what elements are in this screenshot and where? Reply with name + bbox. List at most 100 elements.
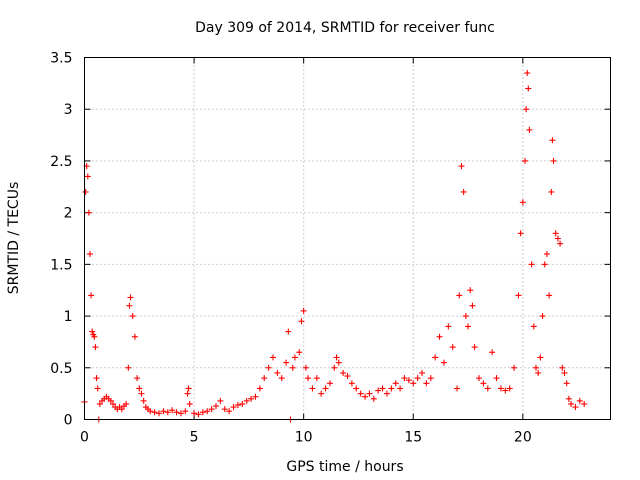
data-point bbox=[226, 408, 233, 415]
data-point bbox=[199, 409, 206, 416]
data-point bbox=[173, 409, 180, 416]
data-point bbox=[169, 407, 176, 414]
data-point bbox=[572, 404, 579, 411]
data-point bbox=[298, 318, 305, 325]
y-tick-label: 0.5 bbox=[50, 361, 72, 377]
data-point bbox=[471, 344, 478, 351]
data-point bbox=[265, 364, 272, 371]
data-point bbox=[230, 404, 237, 411]
data-point bbox=[366, 390, 373, 397]
data-point bbox=[340, 369, 347, 376]
data-point bbox=[348, 380, 355, 387]
data-point bbox=[129, 313, 136, 320]
data-point bbox=[322, 385, 329, 392]
data-point bbox=[191, 410, 198, 417]
data-point bbox=[581, 400, 588, 407]
data-point bbox=[397, 385, 404, 392]
data-point bbox=[84, 173, 91, 180]
data-point bbox=[126, 302, 133, 309]
data-point bbox=[548, 188, 555, 195]
data-point bbox=[274, 369, 281, 376]
data-point bbox=[184, 390, 191, 397]
data-point bbox=[458, 163, 465, 170]
data-point bbox=[493, 375, 500, 382]
data-point bbox=[93, 375, 100, 382]
data-point bbox=[388, 385, 395, 392]
data-point bbox=[456, 292, 463, 299]
data-point bbox=[353, 385, 360, 392]
data-point bbox=[561, 369, 568, 376]
data-point bbox=[85, 209, 92, 216]
data-point bbox=[392, 380, 399, 387]
data-point bbox=[410, 380, 417, 387]
data-point bbox=[239, 400, 246, 407]
data-point bbox=[454, 385, 461, 392]
data-point bbox=[123, 400, 130, 407]
data-point bbox=[127, 294, 134, 301]
data-point bbox=[541, 261, 548, 268]
data-point bbox=[552, 230, 559, 237]
data-point bbox=[370, 395, 377, 402]
data-point bbox=[88, 292, 95, 299]
y-axis-title: SRMTID / TECUs bbox=[6, 182, 22, 295]
data-point bbox=[291, 354, 298, 361]
y-tick-label: 3 bbox=[64, 102, 73, 118]
data-point bbox=[532, 364, 539, 371]
data-point bbox=[92, 344, 99, 351]
data-point bbox=[549, 137, 556, 144]
data-point bbox=[511, 364, 518, 371]
data-point bbox=[331, 364, 338, 371]
data-point bbox=[333, 354, 340, 361]
data-point bbox=[107, 397, 114, 404]
data-point bbox=[195, 411, 202, 418]
data-point bbox=[535, 369, 542, 376]
data-point bbox=[300, 307, 307, 314]
data-point bbox=[427, 375, 434, 382]
data-point bbox=[357, 390, 364, 397]
data-point bbox=[405, 377, 412, 384]
data-point bbox=[94, 385, 101, 392]
data-point bbox=[185, 385, 192, 392]
data-point bbox=[151, 409, 158, 416]
data-point bbox=[462, 313, 469, 320]
data-point bbox=[177, 410, 184, 417]
data-series-srmtid bbox=[81, 70, 588, 423]
data-point bbox=[557, 240, 564, 247]
y-tick-label: 0 bbox=[64, 413, 73, 429]
data-point bbox=[213, 403, 219, 410]
data-point bbox=[256, 385, 263, 392]
x-tick-label: 15 bbox=[404, 430, 422, 446]
data-point bbox=[524, 70, 531, 77]
chart-title: Day 309 of 2014, SRMTID for receiver fun… bbox=[195, 20, 495, 36]
data-point bbox=[375, 387, 382, 394]
data-point bbox=[576, 397, 583, 404]
data-point bbox=[522, 157, 529, 164]
data-point bbox=[449, 344, 456, 351]
plot-frame bbox=[84, 57, 611, 420]
data-point bbox=[476, 375, 482, 382]
data-point bbox=[543, 251, 550, 258]
data-point bbox=[565, 395, 572, 402]
x-tick-label: 5 bbox=[190, 430, 199, 446]
data-point bbox=[484, 385, 491, 392]
data-point bbox=[252, 393, 259, 400]
data-point bbox=[526, 126, 533, 133]
y-tick-label: 2 bbox=[64, 206, 73, 222]
data-point bbox=[497, 385, 504, 392]
data-point bbox=[136, 385, 143, 392]
data-point bbox=[440, 359, 447, 366]
data-point bbox=[335, 359, 342, 366]
data-point bbox=[401, 375, 408, 382]
data-point bbox=[208, 406, 215, 413]
y-tick-label: 3.5 bbox=[50, 51, 72, 67]
data-point bbox=[278, 375, 285, 382]
data-point bbox=[186, 400, 193, 407]
data-point bbox=[523, 106, 530, 113]
data-point bbox=[502, 387, 509, 394]
data-point bbox=[423, 380, 430, 387]
data-point bbox=[82, 188, 89, 195]
data-point bbox=[221, 406, 228, 413]
data-point bbox=[234, 402, 241, 409]
data-point bbox=[530, 323, 537, 330]
data-point bbox=[517, 230, 524, 237]
